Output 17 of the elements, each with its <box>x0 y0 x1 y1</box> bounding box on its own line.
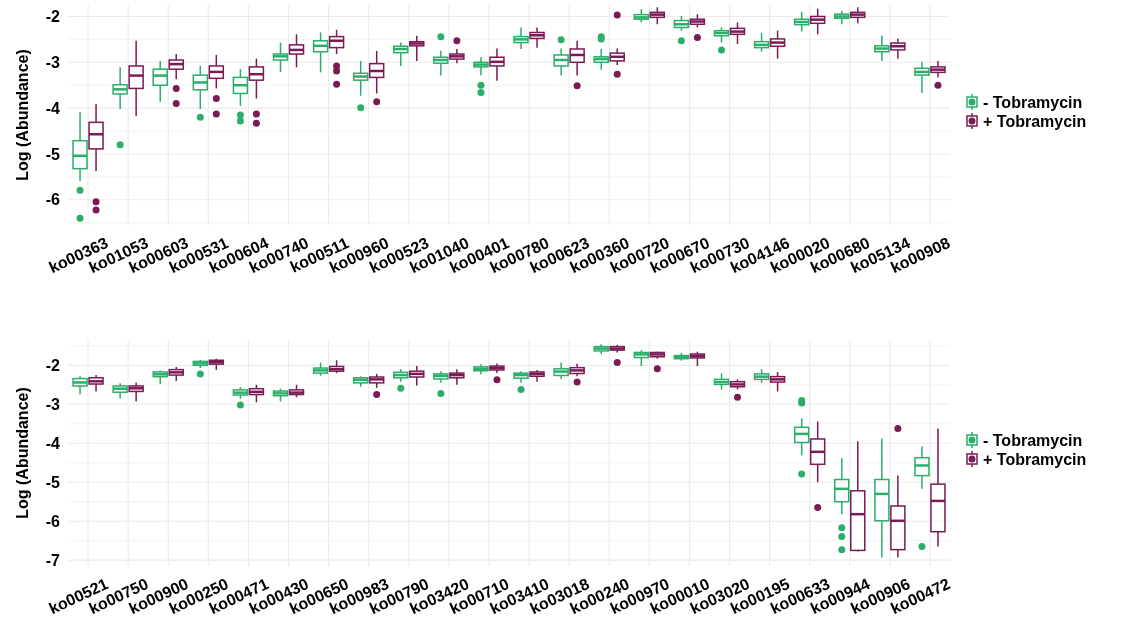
legend-label: + Tobramycin <box>983 113 1087 130</box>
y-axis-title: Log (Abundance) <box>14 49 31 181</box>
y-tick-label: -4 <box>45 99 61 117</box>
y-tick-label: -5 <box>45 145 61 163</box>
legend-label: - Tobramycin <box>983 94 1083 111</box>
y-tick-label: -6 <box>45 191 61 209</box>
y-tick-label: -5 <box>45 473 61 491</box>
y-tick-label: -7 <box>45 551 61 569</box>
y-tick-label: -2 <box>45 8 61 26</box>
legend-label: + Tobramycin <box>983 451 1087 468</box>
y-tick-label: -3 <box>45 395 61 413</box>
y-tick-label: -2 <box>45 356 61 374</box>
y-tick-label: -4 <box>45 434 61 452</box>
y-tick-label: -3 <box>45 53 61 71</box>
y-tick-label: -6 <box>45 512 61 530</box>
y-axis-title: Log (Abundance) <box>14 387 31 519</box>
legend-label: - Tobramycin <box>983 432 1083 449</box>
